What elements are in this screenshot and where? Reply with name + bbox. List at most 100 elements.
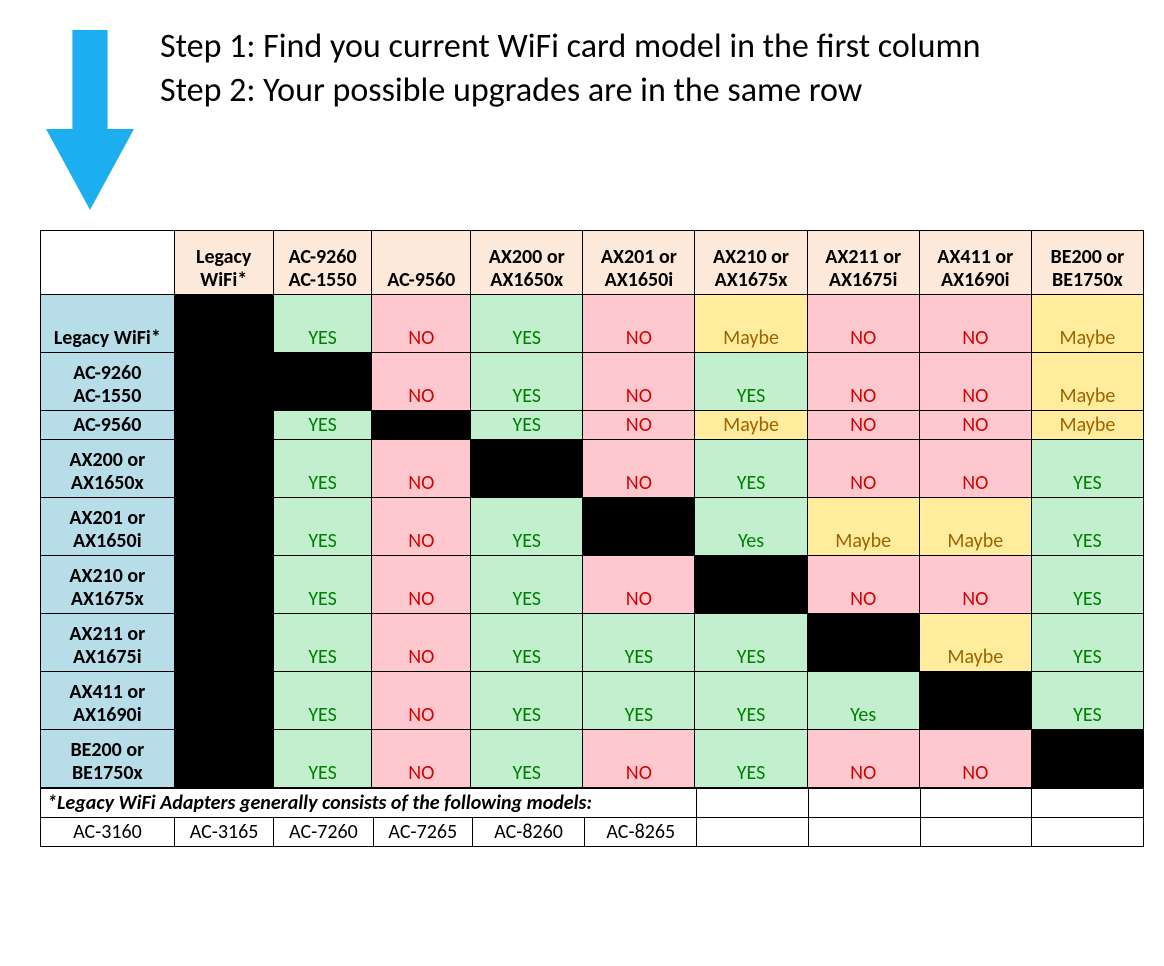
legacy-model-cell: AC-3165 [174,818,273,847]
compat-cell: YES [471,614,583,672]
compat-cell: Maybe [1031,295,1143,353]
legacy-model-cell: AC-7260 [274,818,373,847]
compat-cell: NO [583,440,695,498]
compat-cell [174,556,273,614]
compat-cell [174,440,273,498]
column-header: Legacy WiFi* [174,231,273,295]
compat-cell: NO [583,295,695,353]
row-header: Legacy WiFi* [41,295,175,353]
compat-cell: YES [1031,672,1143,730]
row-header: AX411 or AX1690i [41,672,175,730]
compat-cell: YES [273,498,372,556]
compat-cell: YES [471,295,583,353]
empty-cell [1032,789,1144,818]
compat-cell: YES [583,672,695,730]
compat-cell: YES [1031,614,1143,672]
compat-cell: Maybe [1031,353,1143,411]
compat-cell [919,672,1031,730]
compat-cell: YES [471,498,583,556]
compat-cell: NO [583,556,695,614]
compat-cell: Maybe [1031,411,1143,440]
compat-cell: NO [919,730,1031,788]
column-header: AX201 or AX1650i [583,231,695,295]
compat-cell: NO [372,498,471,556]
compat-cell: YES [471,556,583,614]
row-header: AX200 or AX1650x [41,440,175,498]
compat-cell: YES [273,411,372,440]
column-header: BE200 or BE1750x [1031,231,1143,295]
compat-cell: Maybe [807,498,919,556]
compat-cell: NO [919,353,1031,411]
compat-cell: NO [583,411,695,440]
legacy-model-cell: AC-8260 [472,818,584,847]
down-arrow-icon [46,30,134,210]
compat-cell [471,440,583,498]
compat-cell [174,498,273,556]
compat-cell: Yes [807,672,919,730]
compat-cell [174,730,273,788]
column-header: AX211 or AX1675i [807,231,919,295]
compat-cell: YES [695,440,807,498]
compat-cell: YES [1031,556,1143,614]
step-2-text: Step 2: Your possible upgrades are in th… [160,69,1104,113]
compat-cell [807,614,919,672]
compat-cell: NO [372,614,471,672]
compat-cell: NO [807,556,919,614]
compat-cell: YES [1031,440,1143,498]
compat-cell: NO [583,730,695,788]
legacy-model-cell: AC-7265 [373,818,472,847]
table-corner [41,231,175,295]
compat-cell [372,411,471,440]
compat-cell: NO [372,672,471,730]
legacy-footer-table: *Legacy WiFi Adapters generally consists… [40,788,1144,847]
compat-cell: NO [583,353,695,411]
compat-cell: YES [273,440,372,498]
compat-cell: NO [372,556,471,614]
legacy-model-cell: AC-8265 [585,818,697,847]
compat-cell [174,672,273,730]
compat-cell [174,353,273,411]
empty-cell [697,818,809,847]
row-header: AC-9260 AC-1550 [41,353,175,411]
compat-cell: Maybe [695,295,807,353]
compat-cell: NO [919,411,1031,440]
compat-cell: YES [695,672,807,730]
compat-cell: YES [273,672,372,730]
empty-cell [920,789,1032,818]
compat-cell: YES [695,614,807,672]
row-header: AX201 or AX1650i [41,498,175,556]
compat-cell: YES [273,295,372,353]
column-header: AX200 or AX1650x [471,231,583,295]
legacy-model-cell: AC-3160 [41,818,175,847]
compat-cell: YES [471,730,583,788]
compat-cell: NO [807,353,919,411]
compat-cell: YES [273,556,372,614]
compat-cell: YES [583,614,695,672]
compat-cell [273,353,372,411]
compat-cell: YES [273,614,372,672]
column-header: AX210 or AX1675x [695,231,807,295]
compat-cell: YES [273,730,372,788]
compat-cell [695,556,807,614]
compat-cell: YES [695,353,807,411]
row-header: AX211 or AX1675i [41,614,175,672]
step-1-text: Step 1: Find you current WiFi card model… [160,25,1104,69]
instructions-text: Step 1: Find you current WiFi card model… [160,20,1144,113]
compat-cell: NO [372,295,471,353]
compat-cell: NO [807,295,919,353]
compat-cell: NO [372,440,471,498]
empty-cell [920,818,1032,847]
empty-cell [808,818,920,847]
empty-cell [808,789,920,818]
legacy-note: *Legacy WiFi Adapters generally consists… [41,789,697,818]
compat-cell [583,498,695,556]
compat-cell [174,411,273,440]
compat-cell: Yes [695,498,807,556]
compat-cell [1031,730,1143,788]
empty-cell [1032,818,1144,847]
column-header: AX411 or AX1690i [919,231,1031,295]
compat-cell: NO [807,440,919,498]
compat-cell: NO [807,730,919,788]
compat-cell [174,295,273,353]
compat-cell: NO [372,730,471,788]
